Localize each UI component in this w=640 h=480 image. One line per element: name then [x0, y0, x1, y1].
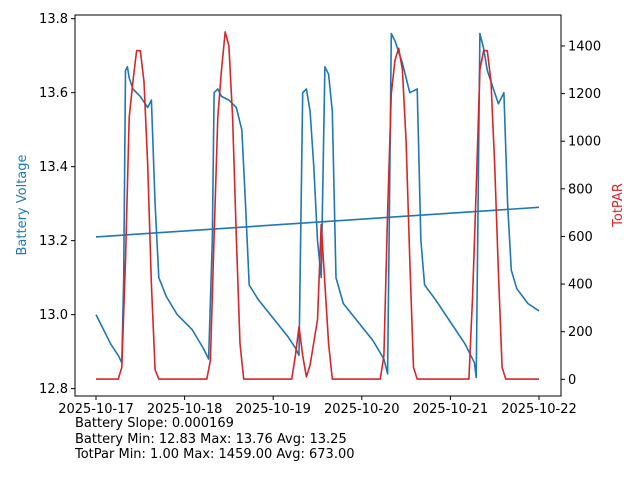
plot-lines	[95, 31, 540, 380]
right-tick-label-1: 200	[568, 325, 593, 340]
x-tick-label-0: 2025-10-17	[58, 402, 134, 417]
battery-summary-text: Battery Min: 12.83 Max: 13.76 Avg: 13.25	[75, 431, 347, 447]
plot-frame	[74, 14, 562, 397]
left-tick-label-0: 12.8	[39, 382, 68, 397]
right-tick-label-4: 800	[568, 182, 593, 197]
right-tick-label-3: 600	[568, 230, 593, 245]
right-tick-label-0: 0	[568, 373, 576, 388]
series-line-0	[95, 32, 540, 379]
totpar-summary-text: TotPar Min: 1.00 Max: 1459.00 Avg: 673.0…	[75, 447, 355, 462]
right-tick-label-6: 1200	[568, 87, 601, 102]
left-axis-label: Battery Voltage	[15, 154, 30, 255]
left-tick-label-4: 13.6	[39, 86, 68, 101]
series-line-1	[95, 206, 540, 238]
left-y-axis: 12.8 13.0 13.2 13.4 13.6 13.8	[39, 12, 75, 397]
left-tick-label-5: 13.8	[39, 12, 68, 27]
series-line-2	[96, 31, 539, 380]
x-tick-label-1: 2025-10-18	[147, 402, 223, 417]
left-tick-label-3: 13.4	[39, 160, 68, 175]
left-tick-label-2: 13.2	[39, 234, 68, 249]
x-axis: 2025-10-17 2025-10-18 2025-10-19 2025-10-20…	[58, 396, 577, 417]
right-y-axis: 0 200 400 600 800 1000 1200 1400	[561, 39, 601, 388]
right-tick-label-5: 1000	[568, 135, 601, 150]
x-tick-label-4: 2025-10-21	[413, 402, 489, 417]
right-axis-label: TotPAR	[611, 183, 626, 228]
x-tick-label-2: 2025-10-19	[235, 402, 311, 417]
battery-slope-text: Battery Slope: 0.000169	[75, 416, 234, 431]
x-tick-label-3: 2025-10-20	[324, 402, 400, 417]
right-tick-label-2: 400	[568, 278, 593, 293]
stats-block: Battery Slope: 0.000169 Battery Min: 12.…	[75, 416, 355, 463]
right-tick-label-7: 1400	[568, 39, 601, 54]
left-tick-label-1: 13.0	[39, 308, 68, 323]
x-tick-label-5: 2025-10-22	[501, 402, 577, 417]
